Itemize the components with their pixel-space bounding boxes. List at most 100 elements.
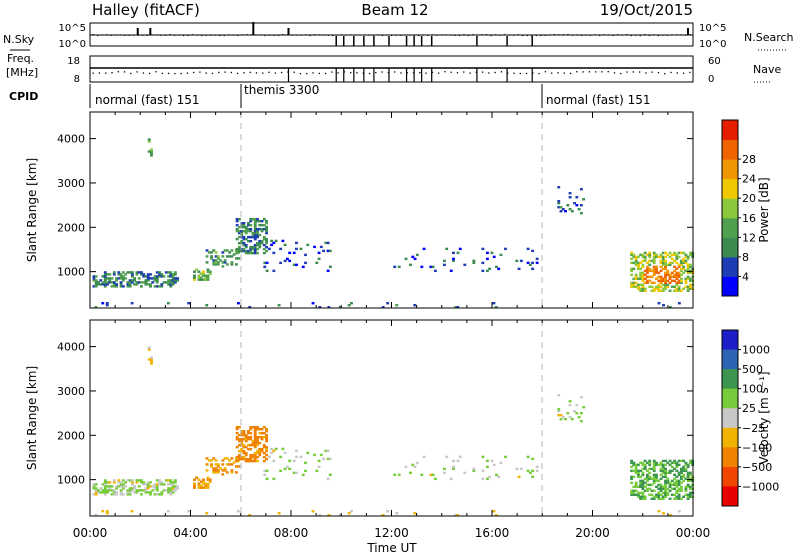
power-data-cell <box>636 255 640 259</box>
velocity-data-cell <box>673 461 677 465</box>
velocity-data-cell <box>661 471 665 475</box>
power-data-cell <box>253 217 257 221</box>
velocity-data-cell <box>253 457 257 461</box>
nave-point <box>532 72 534 74</box>
power-data-cell <box>169 273 173 276</box>
velocity-data-cell <box>146 481 150 484</box>
power-data-cell <box>112 283 116 286</box>
power-data-cell <box>150 152 153 155</box>
power-data-cell <box>677 279 681 283</box>
velocity-data-cell <box>97 489 100 492</box>
power-data-cell <box>666 271 670 275</box>
velocity-data-cell <box>247 437 250 441</box>
power-data-cell <box>251 233 255 237</box>
power-data-cell <box>643 281 647 285</box>
power-data-cell <box>158 271 161 274</box>
velocity-data-cell <box>652 459 656 463</box>
velocity-data-cell <box>285 465 289 469</box>
velocity-data-cell <box>249 453 253 457</box>
nsky-point <box>522 34 524 37</box>
power-data-cell <box>240 241 244 245</box>
nave-point <box>280 71 283 74</box>
power-data-cell <box>249 219 253 223</box>
velocity-data-cell <box>634 485 638 489</box>
velocity-data-cell <box>121 493 125 496</box>
power-data-cell <box>688 287 692 290</box>
velocity-data-cell <box>251 441 255 445</box>
velocity-data-cell <box>657 463 661 467</box>
power-data-cell <box>657 302 661 305</box>
power-data-cell <box>326 269 330 273</box>
velocity-data-cell <box>212 457 216 460</box>
velocity-data-cell <box>206 478 210 481</box>
power-data-cell <box>664 261 667 265</box>
velocity-data-cell <box>677 463 681 467</box>
velocity-data-cell <box>262 425 266 429</box>
velocity-data-cell <box>221 463 225 466</box>
nave-point <box>620 72 622 75</box>
power-data-cell <box>675 257 679 261</box>
power-data-cell <box>632 283 636 287</box>
nave-point <box>161 72 163 75</box>
power-data-cell <box>677 289 681 292</box>
velocity-data-cell <box>675 495 679 498</box>
power-data-cell <box>247 235 250 239</box>
power-data-cell <box>317 257 321 261</box>
power-colorbar-label: Power [dB] <box>757 177 771 242</box>
velocity-data-cell <box>240 439 244 443</box>
power-data-cell <box>169 271 173 274</box>
power-data-cell <box>251 245 255 249</box>
power-data-cell <box>214 261 218 264</box>
velocity-data-cell <box>267 455 271 459</box>
velocity-data-cell <box>210 463 213 466</box>
power-data-cell <box>661 257 665 261</box>
velocity-data-cell <box>244 451 248 455</box>
power-colorbar-frame <box>721 119 739 297</box>
power-data-cell <box>315 261 319 265</box>
velocity-data-cell <box>171 491 175 494</box>
velocity-data-cell <box>242 437 246 441</box>
power-data-cell <box>661 261 665 265</box>
power-data-cell <box>92 285 96 288</box>
velocity-data-cell <box>256 455 259 459</box>
power-data-cell <box>292 263 296 267</box>
velocity-data-cell <box>235 435 239 439</box>
velocity-data-cell <box>458 455 462 459</box>
velocity-data-cell <box>318 514 322 517</box>
velocity-data-cell <box>249 431 253 435</box>
velocity-data-cell <box>650 483 654 487</box>
power-data-cell <box>212 259 216 262</box>
power-data-cell <box>173 271 177 274</box>
velocity-data-cell <box>488 475 492 479</box>
nave-point <box>481 71 484 73</box>
power-data-cell <box>393 265 397 269</box>
power-data-cell <box>142 275 146 278</box>
date-title: 19/Oct/2015 <box>600 1 693 19</box>
power-data-cell <box>202 278 205 281</box>
power-colorbar-cell <box>722 159 738 180</box>
velocity-data-cell <box>648 487 652 491</box>
power-data-cell <box>119 283 123 286</box>
velocity-data-cell <box>443 471 446 475</box>
velocity-data-cell <box>251 425 255 429</box>
freq-unit: [MHz] <box>6 66 38 79</box>
power-data-cell <box>139 285 143 288</box>
velocity-data-cell <box>657 493 661 497</box>
power-data-cell <box>253 223 257 227</box>
nave-point <box>664 72 666 75</box>
power-data-cell <box>265 231 268 235</box>
power-data-cell <box>256 247 259 251</box>
velocity-data-cell <box>679 481 683 485</box>
power-data-cell <box>237 247 241 251</box>
nave-point <box>456 72 459 74</box>
power-data-cell <box>679 273 683 277</box>
velocity-data-cell <box>167 491 170 494</box>
power-data-cell <box>223 249 227 252</box>
velocity-data-cell <box>684 487 688 491</box>
nave-point <box>174 72 176 75</box>
power-data-cell <box>670 257 674 261</box>
velocity-data-cell <box>247 443 250 447</box>
velocity-data-cell <box>240 431 244 435</box>
velocity-data-cell <box>559 414 563 417</box>
velocity-data-cell <box>490 459 494 463</box>
